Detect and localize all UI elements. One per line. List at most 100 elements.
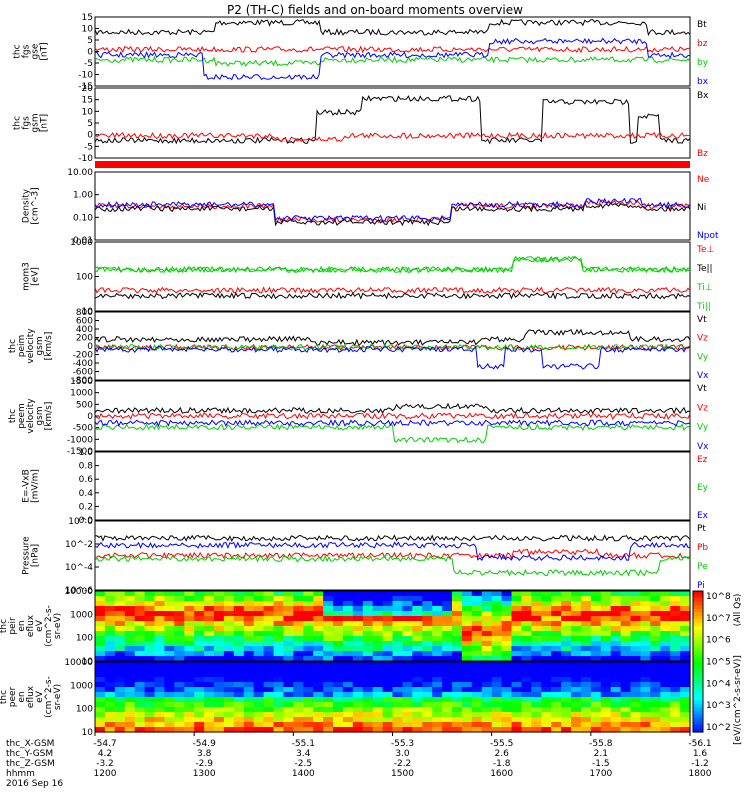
heatmap-cell <box>422 641 433 647</box>
y-axis-label-line: sr-eV) <box>53 613 63 639</box>
heatmap-cell <box>630 722 642 728</box>
heatmap-cell <box>273 631 285 637</box>
heatmap-cell <box>144 662 156 668</box>
heatmap-cell <box>610 596 622 602</box>
heatmap-cell <box>600 591 612 597</box>
heatmap-cell <box>223 687 235 693</box>
legend-Pe: Pe <box>697 562 708 572</box>
heatmap-cell <box>253 646 265 652</box>
heatmap-cell <box>521 626 532 632</box>
heatmap-cell <box>481 636 493 642</box>
heatmap-cell <box>412 727 423 733</box>
colorbar-segment <box>693 629 703 634</box>
heatmap-cell <box>580 667 592 673</box>
heatmap-cell <box>442 616 453 622</box>
heatmap-cell <box>174 722 185 728</box>
heatmap-cell <box>214 667 225 673</box>
series-line-Pb <box>94 548 691 560</box>
y-axis-label-line: en <box>17 691 27 702</box>
heatmap-cell <box>154 697 166 703</box>
heatmap-cell <box>104 672 116 678</box>
heatmap-cell <box>144 677 156 683</box>
heatmap-cell <box>134 697 146 703</box>
heatmap-cell <box>184 636 195 642</box>
heatmap-cell <box>531 692 542 698</box>
heatmap-cell <box>352 631 364 637</box>
heatmap-cell <box>660 596 671 602</box>
footer-value: -1.8 <box>493 759 511 769</box>
heatmap-cell <box>223 712 235 718</box>
heatmap-cell <box>293 606 304 612</box>
heatmap-cell <box>342 687 354 693</box>
heatmap-cell <box>174 626 185 632</box>
y-axis-label: thc fgs gse [nT] <box>13 42 50 60</box>
heatmap-cell <box>561 601 572 607</box>
heatmap-cell <box>442 697 453 703</box>
heatmap-cell <box>650 621 661 627</box>
heatmap-cell <box>342 596 354 602</box>
heatmap-cell <box>204 636 215 642</box>
colorbar-tick: 10^7 <box>706 614 731 624</box>
heatmap-cell <box>432 712 443 718</box>
heatmap-cell <box>194 662 205 668</box>
heatmap-cell <box>471 677 483 683</box>
heatmap-cell <box>104 611 116 617</box>
heatmap-cell <box>333 591 344 597</box>
heatmap-cell <box>402 626 413 632</box>
heatmap-cell <box>293 672 304 678</box>
heatmap-cell <box>680 717 691 723</box>
heatmap-cell <box>293 641 304 647</box>
heatmap-cell <box>293 591 304 597</box>
heatmap-cell <box>214 722 225 728</box>
heatmap-cell <box>164 667 175 673</box>
heatmap-cell <box>561 712 572 718</box>
heatmap-cell <box>362 641 374 647</box>
legend-Ex: Ex <box>697 511 709 521</box>
heatmap-cell <box>204 727 215 733</box>
heatmap-cell <box>422 631 433 637</box>
heatmap-cell <box>640 596 651 602</box>
heatmap-cell <box>382 651 394 657</box>
heatmap-cell <box>541 712 552 718</box>
footer-value: -3.2 <box>96 759 114 769</box>
heatmap-cell <box>273 702 285 708</box>
heatmap-cell <box>273 682 285 688</box>
heatmap-cell <box>214 682 225 688</box>
heatmap-cell <box>114 591 126 597</box>
heatmap-cell <box>670 702 681 708</box>
heatmap-cell <box>452 707 463 713</box>
heatmap-cell <box>590 636 602 642</box>
heatmap-cell <box>590 697 602 703</box>
heatmap-cell <box>124 717 136 723</box>
heatmap-cell <box>392 692 404 698</box>
heatmap-cell <box>154 722 166 728</box>
heatmap-cell <box>293 697 304 703</box>
heatmap-cell <box>481 702 493 708</box>
heatmap-cell <box>124 606 136 612</box>
heatmap-cell <box>561 606 572 612</box>
heatmap-cell <box>243 687 255 693</box>
heatmap-cell <box>660 697 671 703</box>
colorbar-segment <box>693 721 703 726</box>
heatmap-cell <box>561 667 572 673</box>
heatmap-cell <box>333 616 344 622</box>
heatmap-cell <box>580 702 592 708</box>
heatmap-cell <box>104 646 116 652</box>
heatmap-cell <box>184 656 195 662</box>
heatmap-cell <box>511 651 523 657</box>
heatmap-cell <box>432 611 443 617</box>
heatmap-cell <box>243 707 255 713</box>
heatmap-cell <box>541 651 552 657</box>
heatmap-cell <box>233 616 245 622</box>
heatmap-cell <box>223 702 235 708</box>
heatmap-cell <box>313 707 324 713</box>
y-axis-label-line: eV <box>35 619 45 632</box>
heatmap-cell <box>114 697 126 703</box>
heatmap-cell <box>104 626 116 632</box>
heatmap-cell <box>541 646 552 652</box>
heatmap-cell <box>521 667 532 673</box>
heatmap-cell <box>323 636 334 642</box>
heatmap-cell <box>95 596 106 602</box>
heatmap-cell <box>481 677 493 683</box>
heatmap-cell <box>650 591 661 597</box>
